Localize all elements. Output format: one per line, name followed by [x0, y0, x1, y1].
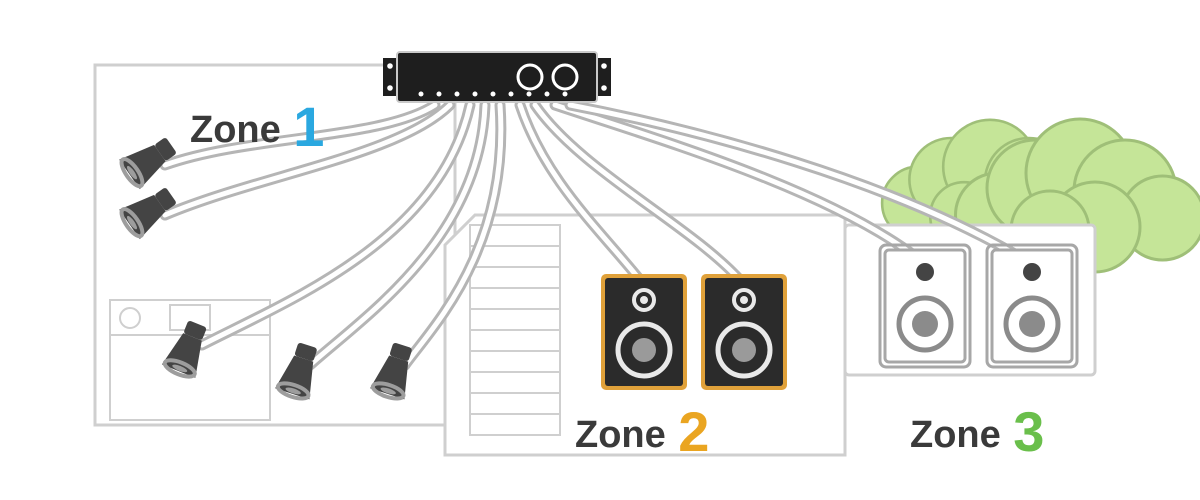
zone1-label: Zone 1 — [190, 90, 324, 155]
zone2-word: Zone — [575, 414, 666, 456]
zone3-label: Zone 3 — [910, 395, 1044, 460]
zone1-word: Zone — [190, 109, 281, 151]
zone2-num: 2 — [678, 400, 709, 463]
zone3-word: Zone — [910, 414, 1001, 456]
zone3-num: 3 — [1013, 400, 1044, 463]
zone1-num: 1 — [293, 95, 324, 158]
zone2-label: Zone 2 — [575, 395, 709, 460]
